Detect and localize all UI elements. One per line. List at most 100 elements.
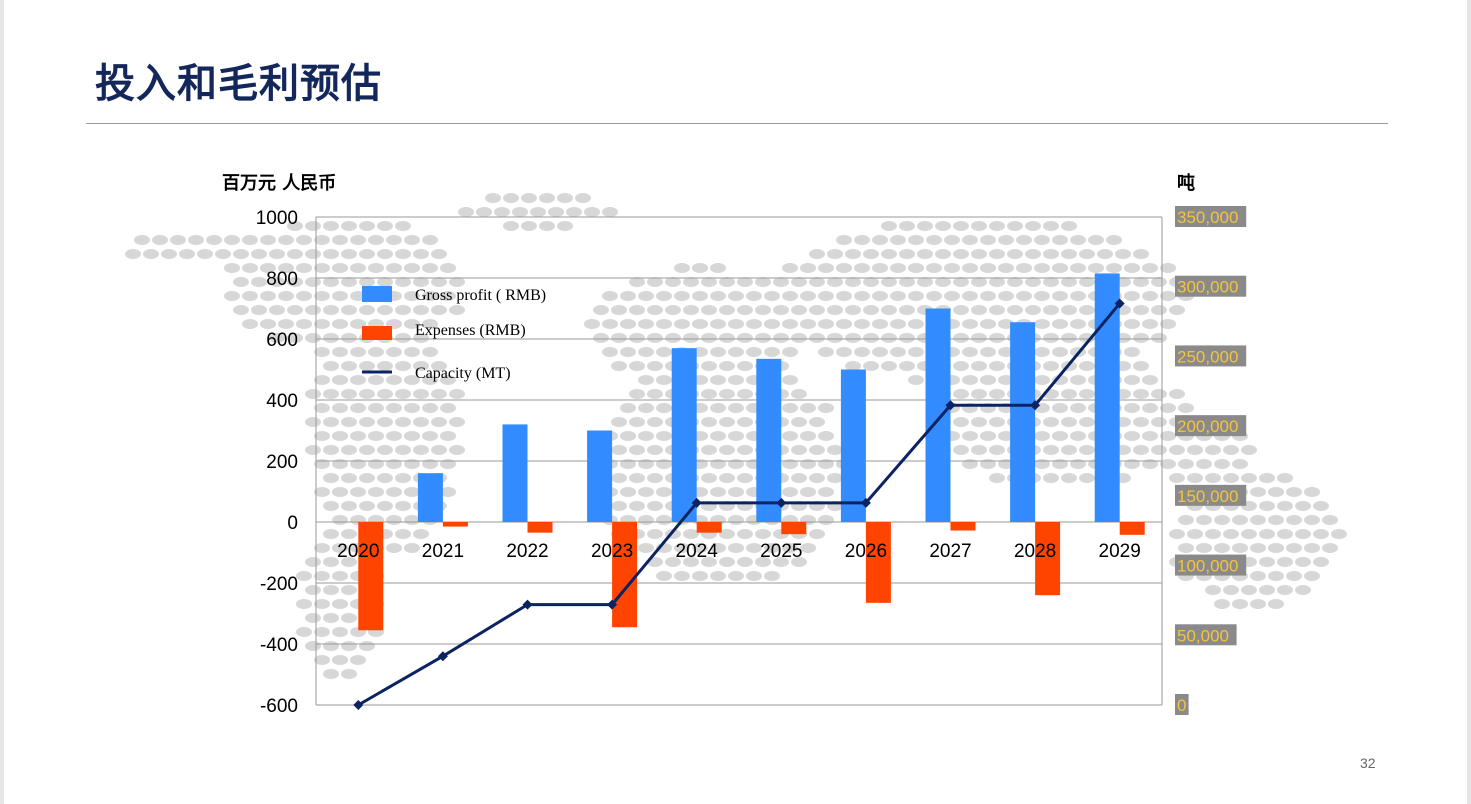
- map-dot: [764, 319, 780, 329]
- map-dot: [782, 403, 798, 413]
- map-dot: [1070, 403, 1086, 413]
- map-dot: [638, 347, 654, 357]
- map-dot: [1223, 529, 1239, 539]
- map-dot: [323, 529, 339, 539]
- map-dot: [1223, 473, 1239, 483]
- map-dot: [701, 361, 717, 371]
- map-dot: [278, 263, 294, 273]
- map-dot: [1268, 487, 1284, 497]
- map-dot: [1304, 487, 1320, 497]
- map-dot: [1304, 543, 1320, 553]
- map-dot: [269, 305, 285, 315]
- map-dot: [782, 543, 798, 553]
- map-dot: [296, 263, 312, 273]
- map-dot: [341, 641, 357, 651]
- map-dot: [728, 375, 744, 385]
- map-dot: [1214, 599, 1230, 609]
- x-axis-ticks: 2020 2021 2022 2023 2024 2025 2026 2027 2028 2029: [337, 541, 1141, 562]
- map-dot: [737, 361, 753, 371]
- capacity-point: [860, 497, 871, 508]
- map-dot: [350, 431, 366, 441]
- map-dot: [1232, 515, 1248, 525]
- map-dot: [710, 571, 726, 581]
- map-dot: [395, 389, 411, 399]
- map-dot: [224, 291, 240, 301]
- gross-profit-bar: [840, 369, 866, 522]
- map-dot: [521, 193, 537, 203]
- map-dot: [1205, 473, 1221, 483]
- expenses-bar: [950, 522, 976, 531]
- map-dot: [260, 291, 276, 301]
- map-dot: [341, 669, 357, 679]
- map-dot: [1043, 473, 1059, 483]
- map-dot: [1025, 221, 1041, 231]
- map-dot: [1196, 459, 1212, 469]
- map-dot: [1061, 473, 1077, 483]
- map-dot: [899, 249, 915, 259]
- map-dot: [341, 389, 357, 399]
- map-dot: [503, 221, 519, 231]
- map-dot: [728, 571, 744, 581]
- map-dot: [1232, 599, 1248, 609]
- map-dot: [1277, 501, 1293, 511]
- map-dot: [323, 361, 339, 371]
- map-dot: [323, 641, 339, 651]
- map-dot: [1061, 277, 1077, 287]
- map-dot: [287, 333, 303, 343]
- map-dot: [1034, 263, 1050, 273]
- capacity-point: [353, 700, 364, 710]
- map-dot: [710, 543, 726, 553]
- left-tick-label: 400: [266, 391, 298, 412]
- map-dot: [989, 249, 1005, 259]
- map-dot: [827, 305, 843, 315]
- legend-label-capacity: Capacity (MT): [415, 365, 511, 382]
- right-tick-box: [1175, 694, 1189, 715]
- map-dot: [332, 403, 348, 413]
- map-dot: [1160, 403, 1176, 413]
- map-dot: [629, 389, 645, 399]
- map-dot: [377, 473, 393, 483]
- map-dot: [611, 473, 627, 483]
- map-dot: [836, 319, 852, 329]
- map-dot: [1106, 263, 1122, 273]
- map-dot: [899, 361, 915, 371]
- map-dot: [1178, 459, 1194, 469]
- left-tick-label: -600: [260, 696, 298, 717]
- map-dot: [971, 249, 987, 259]
- map-dot: [422, 319, 438, 329]
- map-dot: [836, 347, 852, 357]
- map-dot: [395, 473, 411, 483]
- map-dot: [242, 235, 258, 245]
- map-dot: [737, 445, 753, 455]
- map-dot: [953, 221, 969, 231]
- map-dot: [629, 333, 645, 343]
- map-dot: [647, 473, 663, 483]
- map-dot: [1070, 235, 1086, 245]
- map-dot: [1286, 571, 1302, 581]
- map-dot: [845, 305, 861, 315]
- expenses-bar: [781, 522, 807, 535]
- map-dot: [1241, 529, 1257, 539]
- map-dot: [260, 319, 276, 329]
- map-dot: [971, 277, 987, 287]
- map-dot: [422, 431, 438, 441]
- map-dot: [1043, 417, 1059, 427]
- map-dot: [800, 431, 816, 441]
- map-dot: [674, 571, 690, 581]
- map-dot: [1133, 445, 1149, 455]
- gross-profit-bar: [756, 358, 782, 522]
- map-dot: [773, 277, 789, 287]
- left-tick-label: 200: [266, 452, 298, 473]
- map-dot: [989, 445, 1005, 455]
- map-dot: [1169, 389, 1185, 399]
- map-dot: [863, 305, 879, 315]
- map-dot: [269, 333, 285, 343]
- map-dot: [386, 487, 402, 497]
- map-dot: [1232, 543, 1248, 553]
- map-dot: [368, 431, 384, 441]
- map-dot: [332, 599, 348, 609]
- map-dot: [1142, 291, 1158, 301]
- map-dot: [1052, 291, 1068, 301]
- map-dot: [188, 235, 204, 245]
- map-dot: [710, 319, 726, 329]
